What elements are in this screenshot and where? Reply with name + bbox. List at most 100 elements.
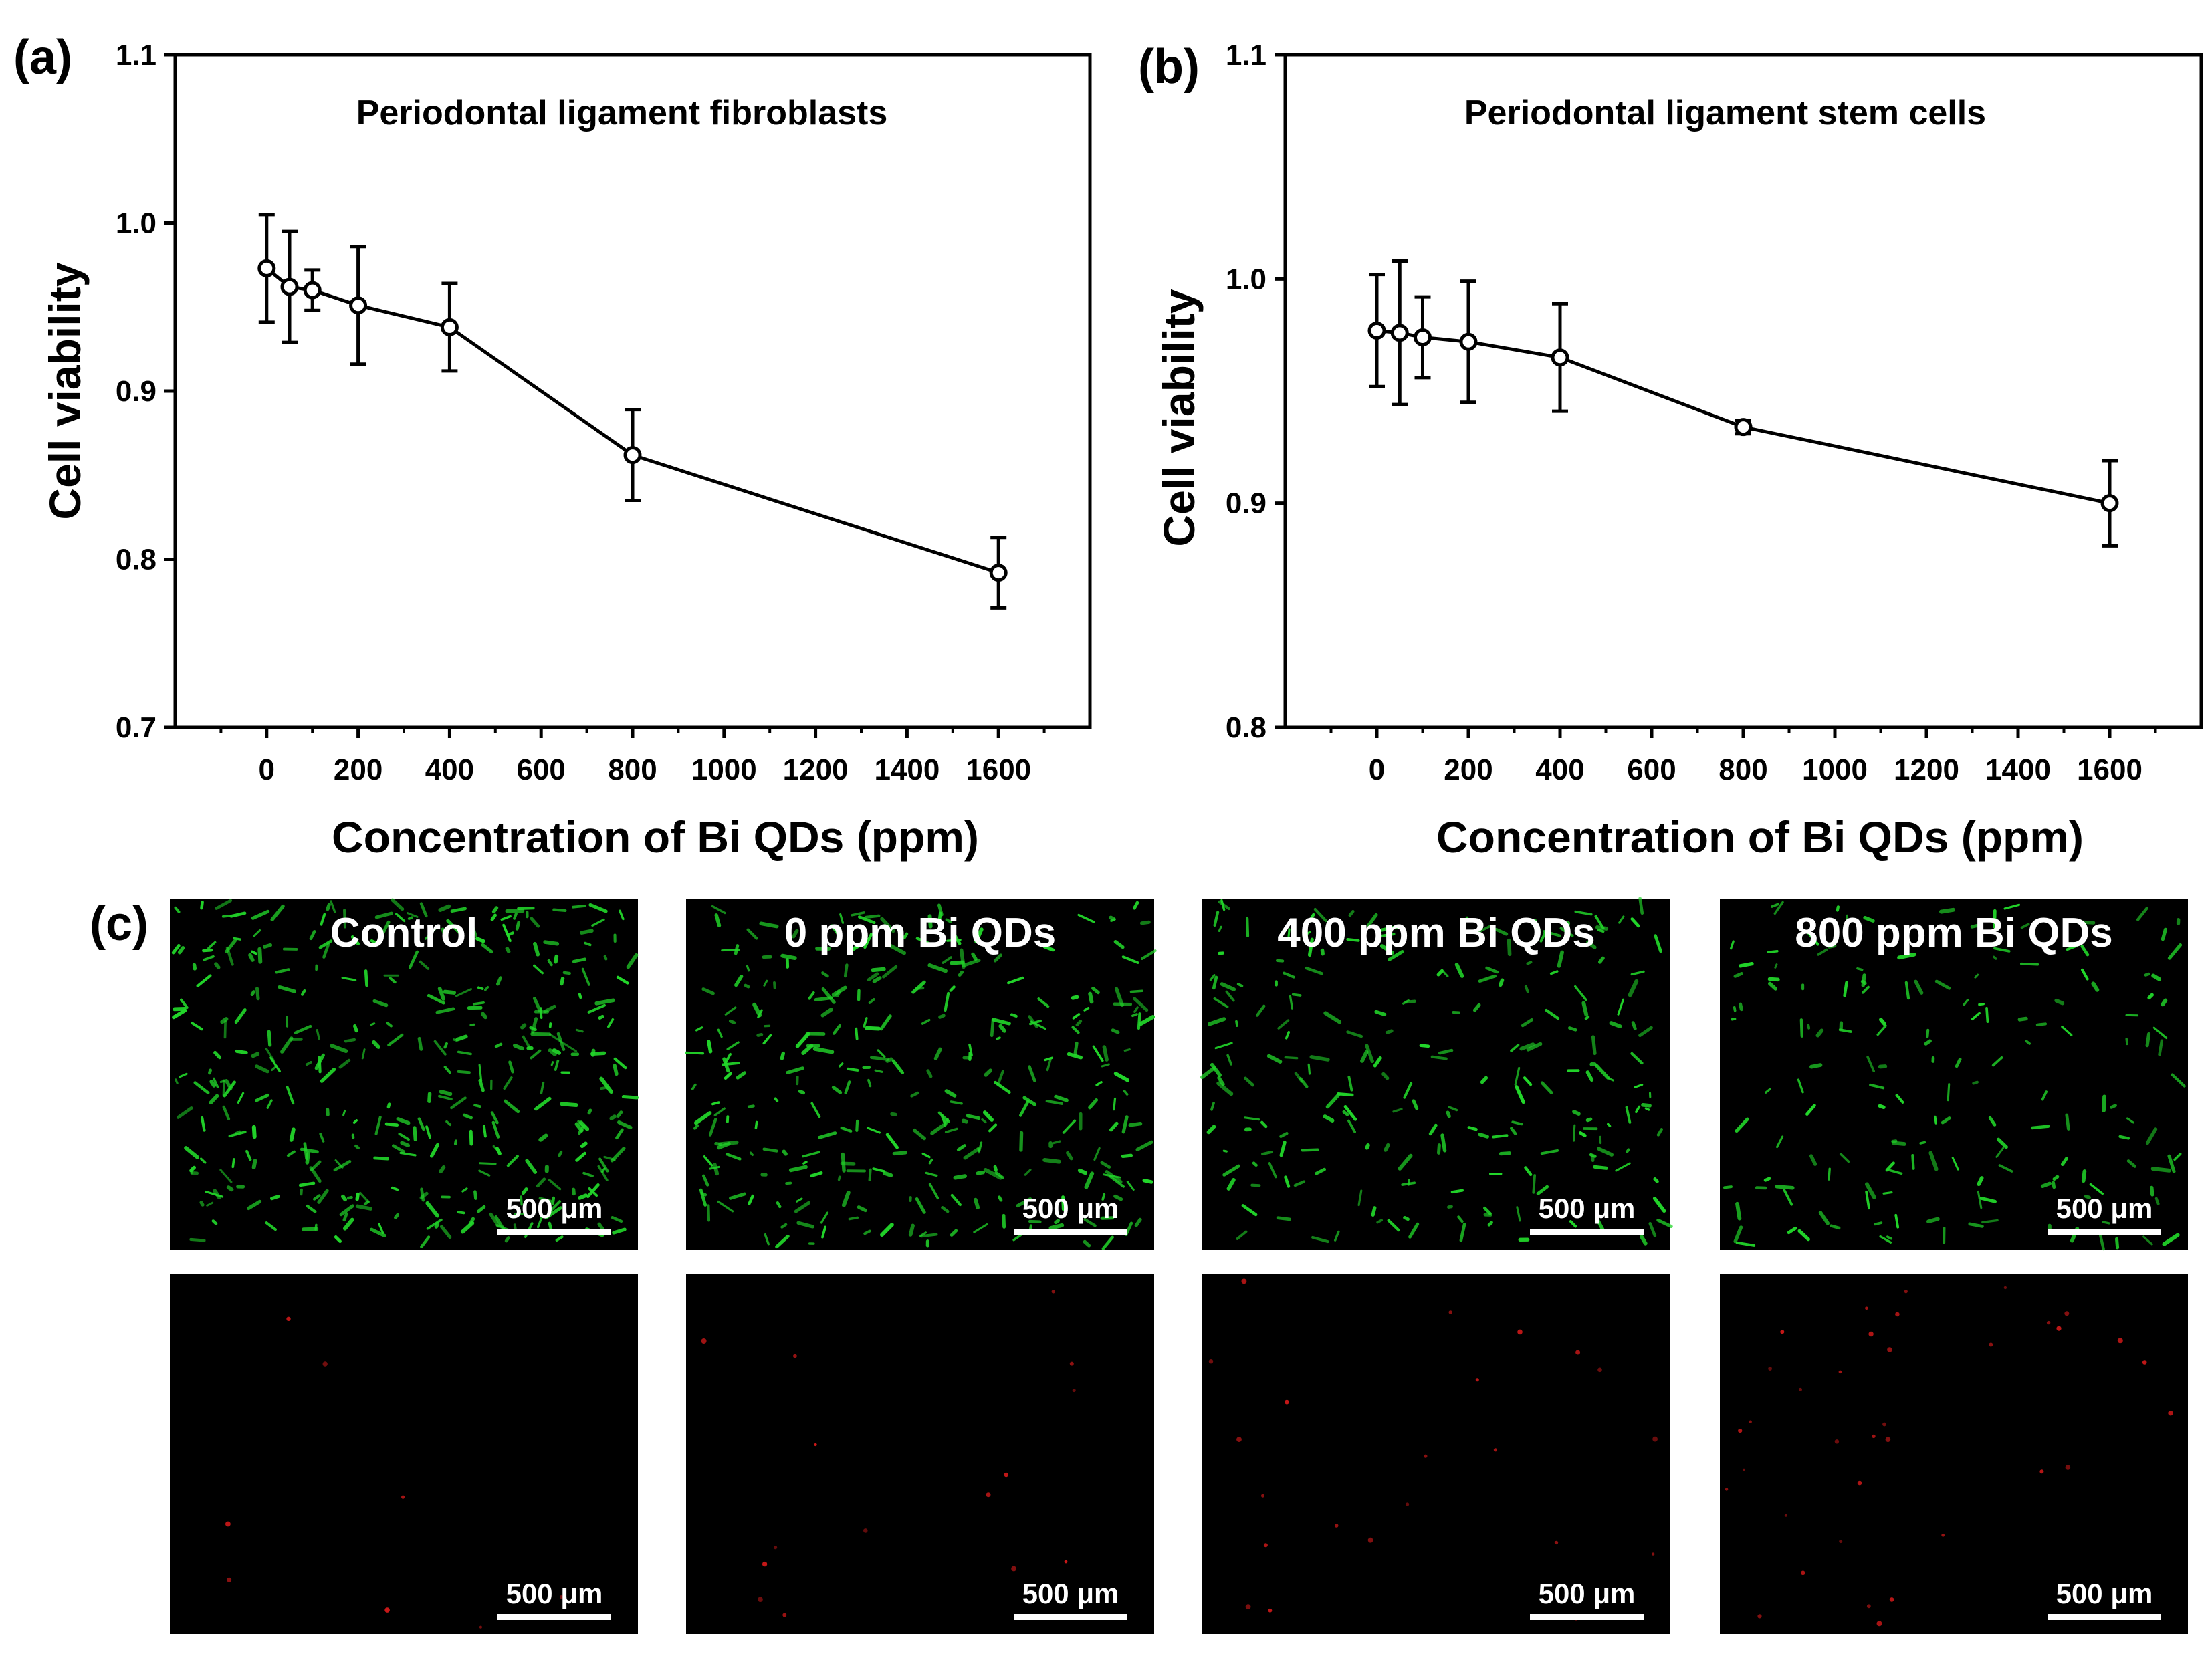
live-cell (1357, 1189, 1363, 1207)
live-cell (419, 902, 428, 918)
live-cell (1276, 1216, 1291, 1221)
live-cell (711, 1101, 720, 1106)
live-cell (1121, 1115, 1129, 1134)
live-cell (978, 1141, 983, 1153)
panel-a-y-tick-label: 1.1 (116, 39, 156, 72)
live-cell (1607, 1123, 1612, 1127)
panel-b-data-point (1459, 332, 1478, 351)
live-cell (1783, 1189, 1793, 1206)
live-cell (221, 915, 231, 918)
live-cell (303, 1142, 308, 1161)
live-cell (1225, 990, 1235, 1002)
live-cell (427, 993, 445, 1005)
live-cell (927, 914, 933, 929)
live-cell (460, 1221, 475, 1234)
live-cell (1864, 1182, 1876, 1199)
live-cell (1640, 1235, 1648, 1246)
live-cell (1101, 1063, 1110, 1068)
live-cell (1934, 1115, 1937, 1125)
live-cell (342, 1217, 354, 1231)
live-cell (921, 1018, 931, 1025)
live-cell (1384, 1143, 1390, 1152)
scale-bar (1530, 1229, 1644, 1235)
live-cell (1385, 1029, 1394, 1034)
live-cell (1216, 1081, 1234, 1096)
live-cell (1121, 1153, 1133, 1159)
live-cell (525, 1159, 538, 1174)
live-cell (616, 975, 629, 985)
live-cell (910, 1091, 919, 1098)
image-background (1720, 899, 2188, 1250)
live-cell (310, 1160, 322, 1172)
live-cell (848, 1216, 859, 1221)
live-cell (551, 1196, 556, 1205)
panel-b-plot-frame (1283, 53, 2203, 729)
live-cell (974, 927, 984, 944)
live-cell (301, 989, 306, 996)
live-cell (1774, 963, 1778, 969)
live-cell (1457, 1215, 1464, 1223)
live-cell (1485, 966, 1499, 974)
dead-cell (1236, 1437, 1242, 1443)
live-cell (294, 1024, 312, 1034)
live-cell (1524, 1166, 1533, 1177)
live-cell (1323, 1011, 1342, 1024)
live-cell (996, 1070, 1004, 1086)
live-cell (1733, 1225, 1743, 1244)
live-cell (1878, 1104, 1886, 1110)
live-cell (1595, 1064, 1610, 1080)
live-cell (691, 1083, 697, 1090)
live-cell (1123, 1048, 1131, 1052)
dead-cell (2064, 1311, 2070, 1316)
live-cell (578, 1193, 588, 1200)
live-cell (1133, 997, 1149, 1012)
live-cell (1635, 1105, 1641, 1114)
live-cell (2115, 1237, 2120, 1250)
live-cell (1388, 950, 1404, 961)
dead-cell (1834, 1439, 1840, 1444)
live-cell (1993, 947, 2011, 953)
live-cell (2118, 1135, 2130, 1140)
live-cell (189, 1237, 206, 1242)
live-cell (1807, 932, 1819, 946)
dead-cell (401, 1495, 405, 1499)
live-cell (330, 1044, 348, 1053)
live-cell (1977, 1190, 1983, 1209)
live-cell (1882, 1191, 1893, 1195)
live-cell (1244, 1116, 1260, 1121)
live-cell (615, 1128, 624, 1140)
live-cell (1111, 1028, 1120, 1034)
dead-cell (1011, 1566, 1016, 1572)
live-cell (235, 1049, 248, 1054)
live-cell (2080, 945, 2090, 957)
scale-bar (2048, 1229, 2161, 1235)
live-cell (1625, 1106, 1632, 1124)
live-cell (512, 1043, 524, 1051)
live-cell (685, 1051, 705, 1055)
live-cell (481, 1012, 488, 1020)
live-cell (1863, 915, 1875, 923)
live-cell (543, 940, 560, 946)
live-cell (963, 1147, 980, 1160)
live-cell (1403, 1082, 1413, 1099)
live-cell (344, 1038, 356, 1043)
dead-cell (2046, 1320, 2051, 1325)
live-cell (881, 965, 898, 979)
scale-bar (497, 1229, 611, 1235)
live-cell (944, 1089, 957, 1098)
panel-a-chart: (a) Periodontal ligament fibroblasts 0.7… (13, 31, 1092, 862)
live-cell (617, 1120, 633, 1130)
live-cell (1061, 1195, 1065, 1211)
live-cell (762, 1034, 772, 1045)
live-cell (1365, 1143, 1370, 1150)
image-background (686, 1274, 1154, 1634)
live-cell (882, 1171, 893, 1177)
live-cell (1374, 1010, 1387, 1017)
live-cell (363, 1200, 370, 1206)
live-cell (993, 1165, 998, 1172)
live-cell (1268, 1162, 1277, 1179)
live-cell (389, 977, 397, 984)
live-cell (500, 915, 512, 921)
live-cell (251, 1159, 257, 1170)
panel-a-title: Periodontal ligament fibroblasts (356, 94, 888, 132)
